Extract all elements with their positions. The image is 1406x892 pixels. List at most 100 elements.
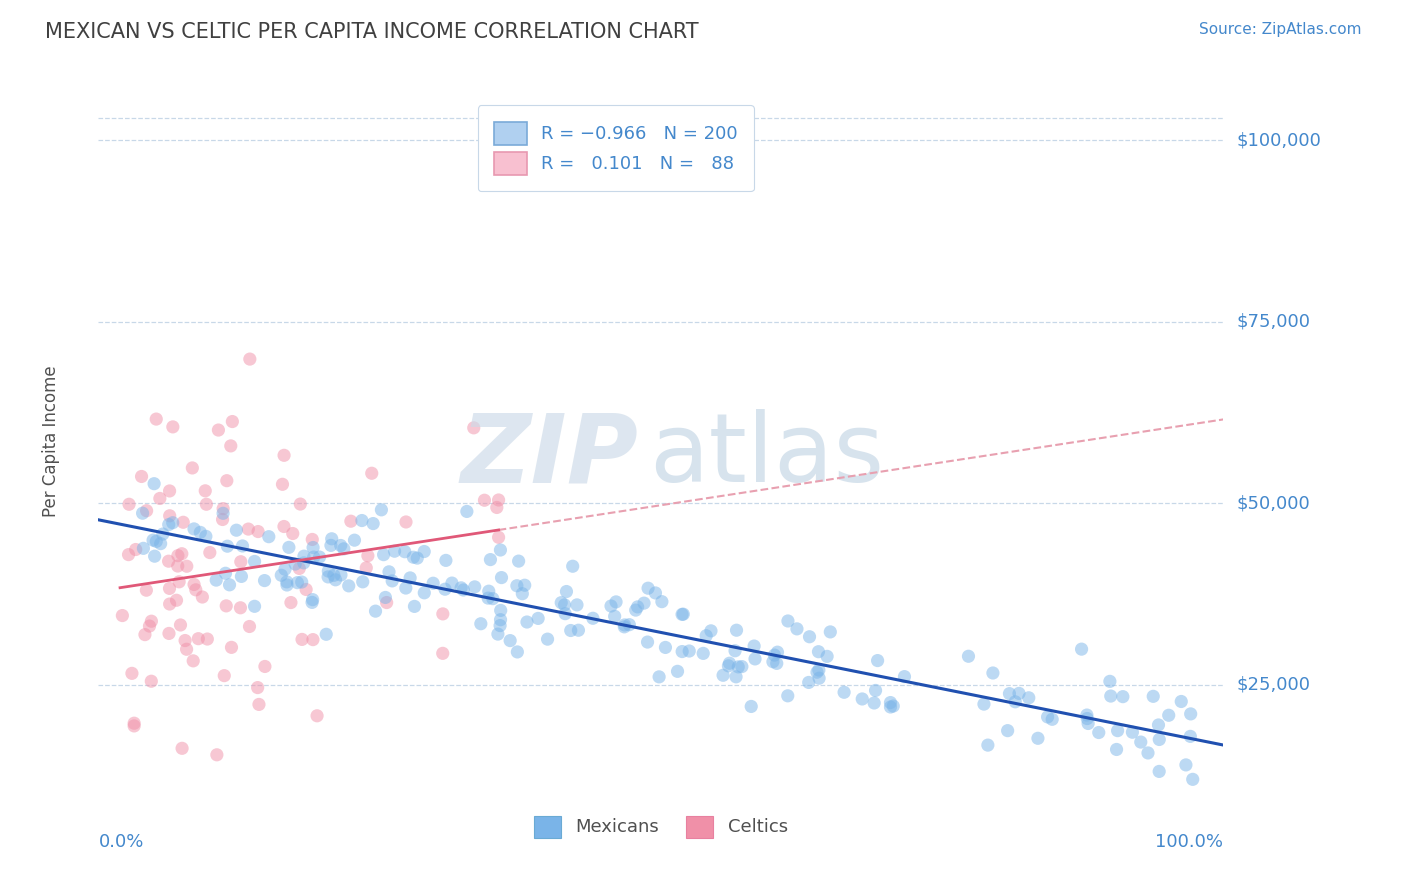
Celtics	[176, 559, 198, 574]
Mexicans	[402, 550, 425, 565]
Celtics	[253, 659, 276, 673]
Text: Source: ZipAtlas.com: Source: ZipAtlas.com	[1198, 22, 1361, 37]
Mexicans	[489, 618, 512, 632]
Celtics	[131, 469, 153, 483]
Celtics	[290, 497, 312, 511]
Mexicans	[678, 644, 700, 658]
Mexicans	[711, 668, 734, 682]
Celtics	[229, 600, 252, 615]
Mexicans	[406, 551, 429, 566]
Mexicans	[301, 595, 323, 609]
Celtics	[159, 483, 181, 498]
Mexicans	[225, 523, 247, 537]
Mexicans	[977, 738, 1000, 752]
Celtics	[375, 595, 398, 609]
Mexicans	[131, 506, 153, 520]
Mexicans	[1099, 689, 1122, 703]
Mexicans	[725, 670, 748, 684]
Celtics	[141, 674, 163, 689]
Mexicans	[637, 581, 659, 595]
Mexicans	[882, 699, 904, 714]
Mexicans	[212, 506, 235, 520]
Mexicans	[865, 683, 887, 698]
Celtics	[488, 493, 510, 508]
Celtics	[172, 741, 194, 756]
Celtics	[356, 561, 378, 575]
Mexicans	[301, 592, 323, 607]
Mexicans	[554, 607, 576, 621]
Mexicans	[644, 586, 666, 600]
Mexicans	[395, 581, 418, 595]
Mexicans	[489, 613, 512, 627]
Mexicans	[1040, 712, 1063, 726]
Celtics	[357, 549, 380, 563]
Mexicans	[1181, 772, 1204, 787]
Mexicans	[879, 696, 901, 710]
Celtics	[195, 632, 218, 646]
Mexicans	[1070, 642, 1092, 657]
Mexicans	[257, 530, 280, 544]
Celtics	[174, 633, 197, 648]
Mexicans	[820, 624, 842, 639]
Mexicans	[565, 598, 588, 612]
Mexicans	[998, 687, 1021, 701]
Mexicans	[1170, 694, 1192, 708]
Celtics	[181, 654, 204, 668]
Mexicans	[651, 594, 673, 608]
Mexicans	[1077, 716, 1099, 731]
Mexicans	[1004, 695, 1026, 709]
Mexicans	[536, 632, 558, 647]
Celtics	[239, 352, 262, 367]
Mexicans	[776, 614, 799, 628]
Mexicans	[717, 658, 740, 673]
Mexicans	[231, 539, 253, 553]
Celtics	[360, 467, 382, 481]
Celtics	[138, 619, 160, 633]
Mexicans	[394, 545, 416, 559]
Mexicans	[243, 554, 266, 568]
Mexicans	[399, 571, 422, 585]
Celtics	[288, 561, 311, 575]
Mexicans	[287, 575, 309, 590]
Mexicans	[866, 654, 889, 668]
Mexicans	[550, 596, 572, 610]
Text: $50,000: $50,000	[1237, 494, 1310, 512]
Celtics	[205, 747, 228, 762]
Mexicans	[613, 618, 636, 632]
Mexicans	[725, 624, 748, 638]
Mexicans	[744, 652, 766, 666]
Celtics	[273, 448, 295, 462]
Mexicans	[851, 692, 873, 706]
Mexicans	[143, 549, 166, 564]
Mexicans	[718, 657, 741, 671]
Mexicans	[370, 503, 392, 517]
Mexicans	[284, 557, 307, 571]
Mexicans	[1142, 690, 1164, 704]
Mexicans	[879, 700, 901, 714]
Celtics	[247, 524, 270, 539]
Mexicans	[766, 645, 789, 659]
Mexicans	[554, 598, 576, 612]
Mexicans	[374, 591, 396, 605]
Mexicans	[218, 578, 240, 592]
Celtics	[474, 493, 496, 508]
Mexicans	[253, 574, 276, 588]
Mexicans	[1018, 690, 1040, 705]
Mexicans	[337, 579, 360, 593]
Mexicans	[145, 534, 167, 549]
Mexicans	[1076, 712, 1098, 726]
Mexicans	[527, 611, 550, 625]
Mexicans	[1087, 725, 1109, 739]
Mexicans	[1107, 723, 1129, 738]
Mexicans	[321, 532, 343, 546]
Mexicans	[361, 516, 384, 531]
Mexicans	[302, 541, 325, 555]
Celtics	[121, 666, 143, 681]
Celtics	[238, 619, 260, 633]
Celtics	[135, 583, 157, 598]
Mexicans	[274, 562, 297, 576]
Mexicans	[624, 603, 647, 617]
Mexicans	[157, 517, 180, 532]
Mexicans	[315, 627, 337, 641]
Celtics	[117, 548, 139, 562]
